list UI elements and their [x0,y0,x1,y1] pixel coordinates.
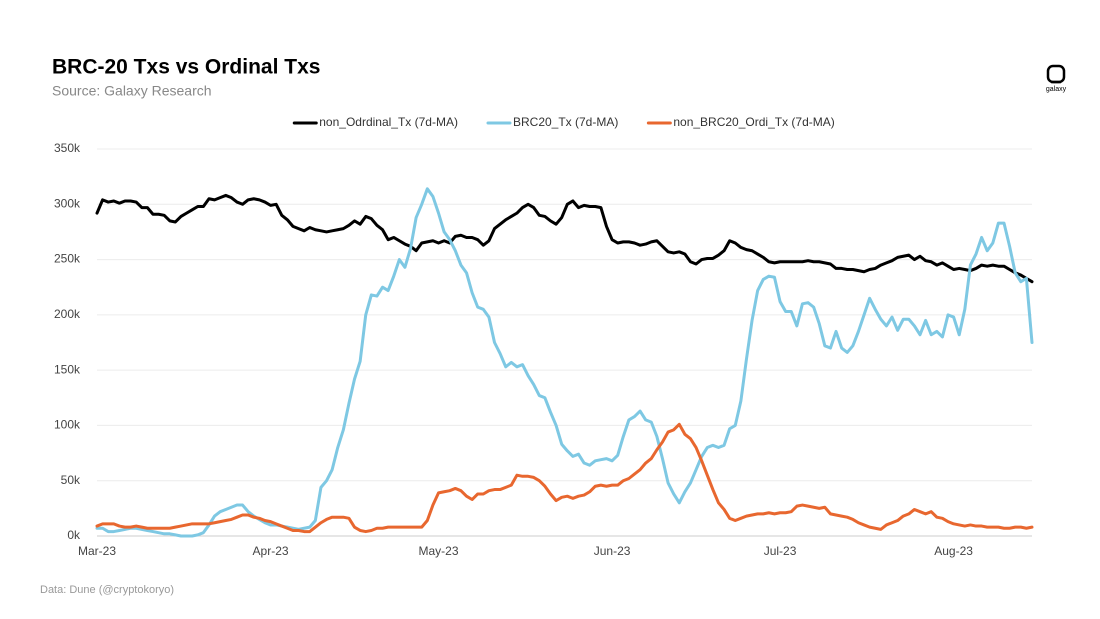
x-tick-label: May-23 [419,544,459,558]
series-line [95,187,1034,538]
y-tick-label: 50k [61,473,81,487]
x-tick-label: Jun-23 [594,544,631,558]
legend: non_Odrdinal_Tx (7d-MA) BRC20_Tx (7d-MA) n… [292,115,835,129]
series-line [95,422,1034,534]
chart-title: BRC-20 Txs vs Ordinal Txs [52,56,320,79]
y-tick-label: 250k [54,252,81,266]
y-tick-label: 150k [54,362,81,376]
y-tick-label: 100k [54,418,81,432]
y-tick-label: 350k [54,141,81,155]
legend-label: BRC20_Tx (7d-MA) [513,115,618,129]
y-tick-label: 300k [54,196,81,210]
chart-subtitle: Source: Galaxy Research [52,83,212,99]
logo-icon [1046,64,1066,84]
y-tick-label: 200k [54,307,81,321]
legend-label: non_BRC20_Ordi_Tx (7d-MA) [673,115,834,129]
series-line [95,193,1034,284]
x-tick-label: Jul-23 [764,544,797,558]
data-source-note: Data: Dune (@cryptokoryo) [40,584,174,596]
logo-text: galaxy [1046,86,1067,93]
grid [97,148,1032,537]
y-tick-label: 0k [67,528,81,542]
x-tick-label: Apr-23 [253,544,289,558]
plot-lines [95,187,1034,538]
x-tick-label: Aug-23 [934,544,973,558]
x-tick-label: Mar-23 [78,544,116,558]
legend-label: non_Odrdinal_Tx (7d-MA) [319,115,458,129]
